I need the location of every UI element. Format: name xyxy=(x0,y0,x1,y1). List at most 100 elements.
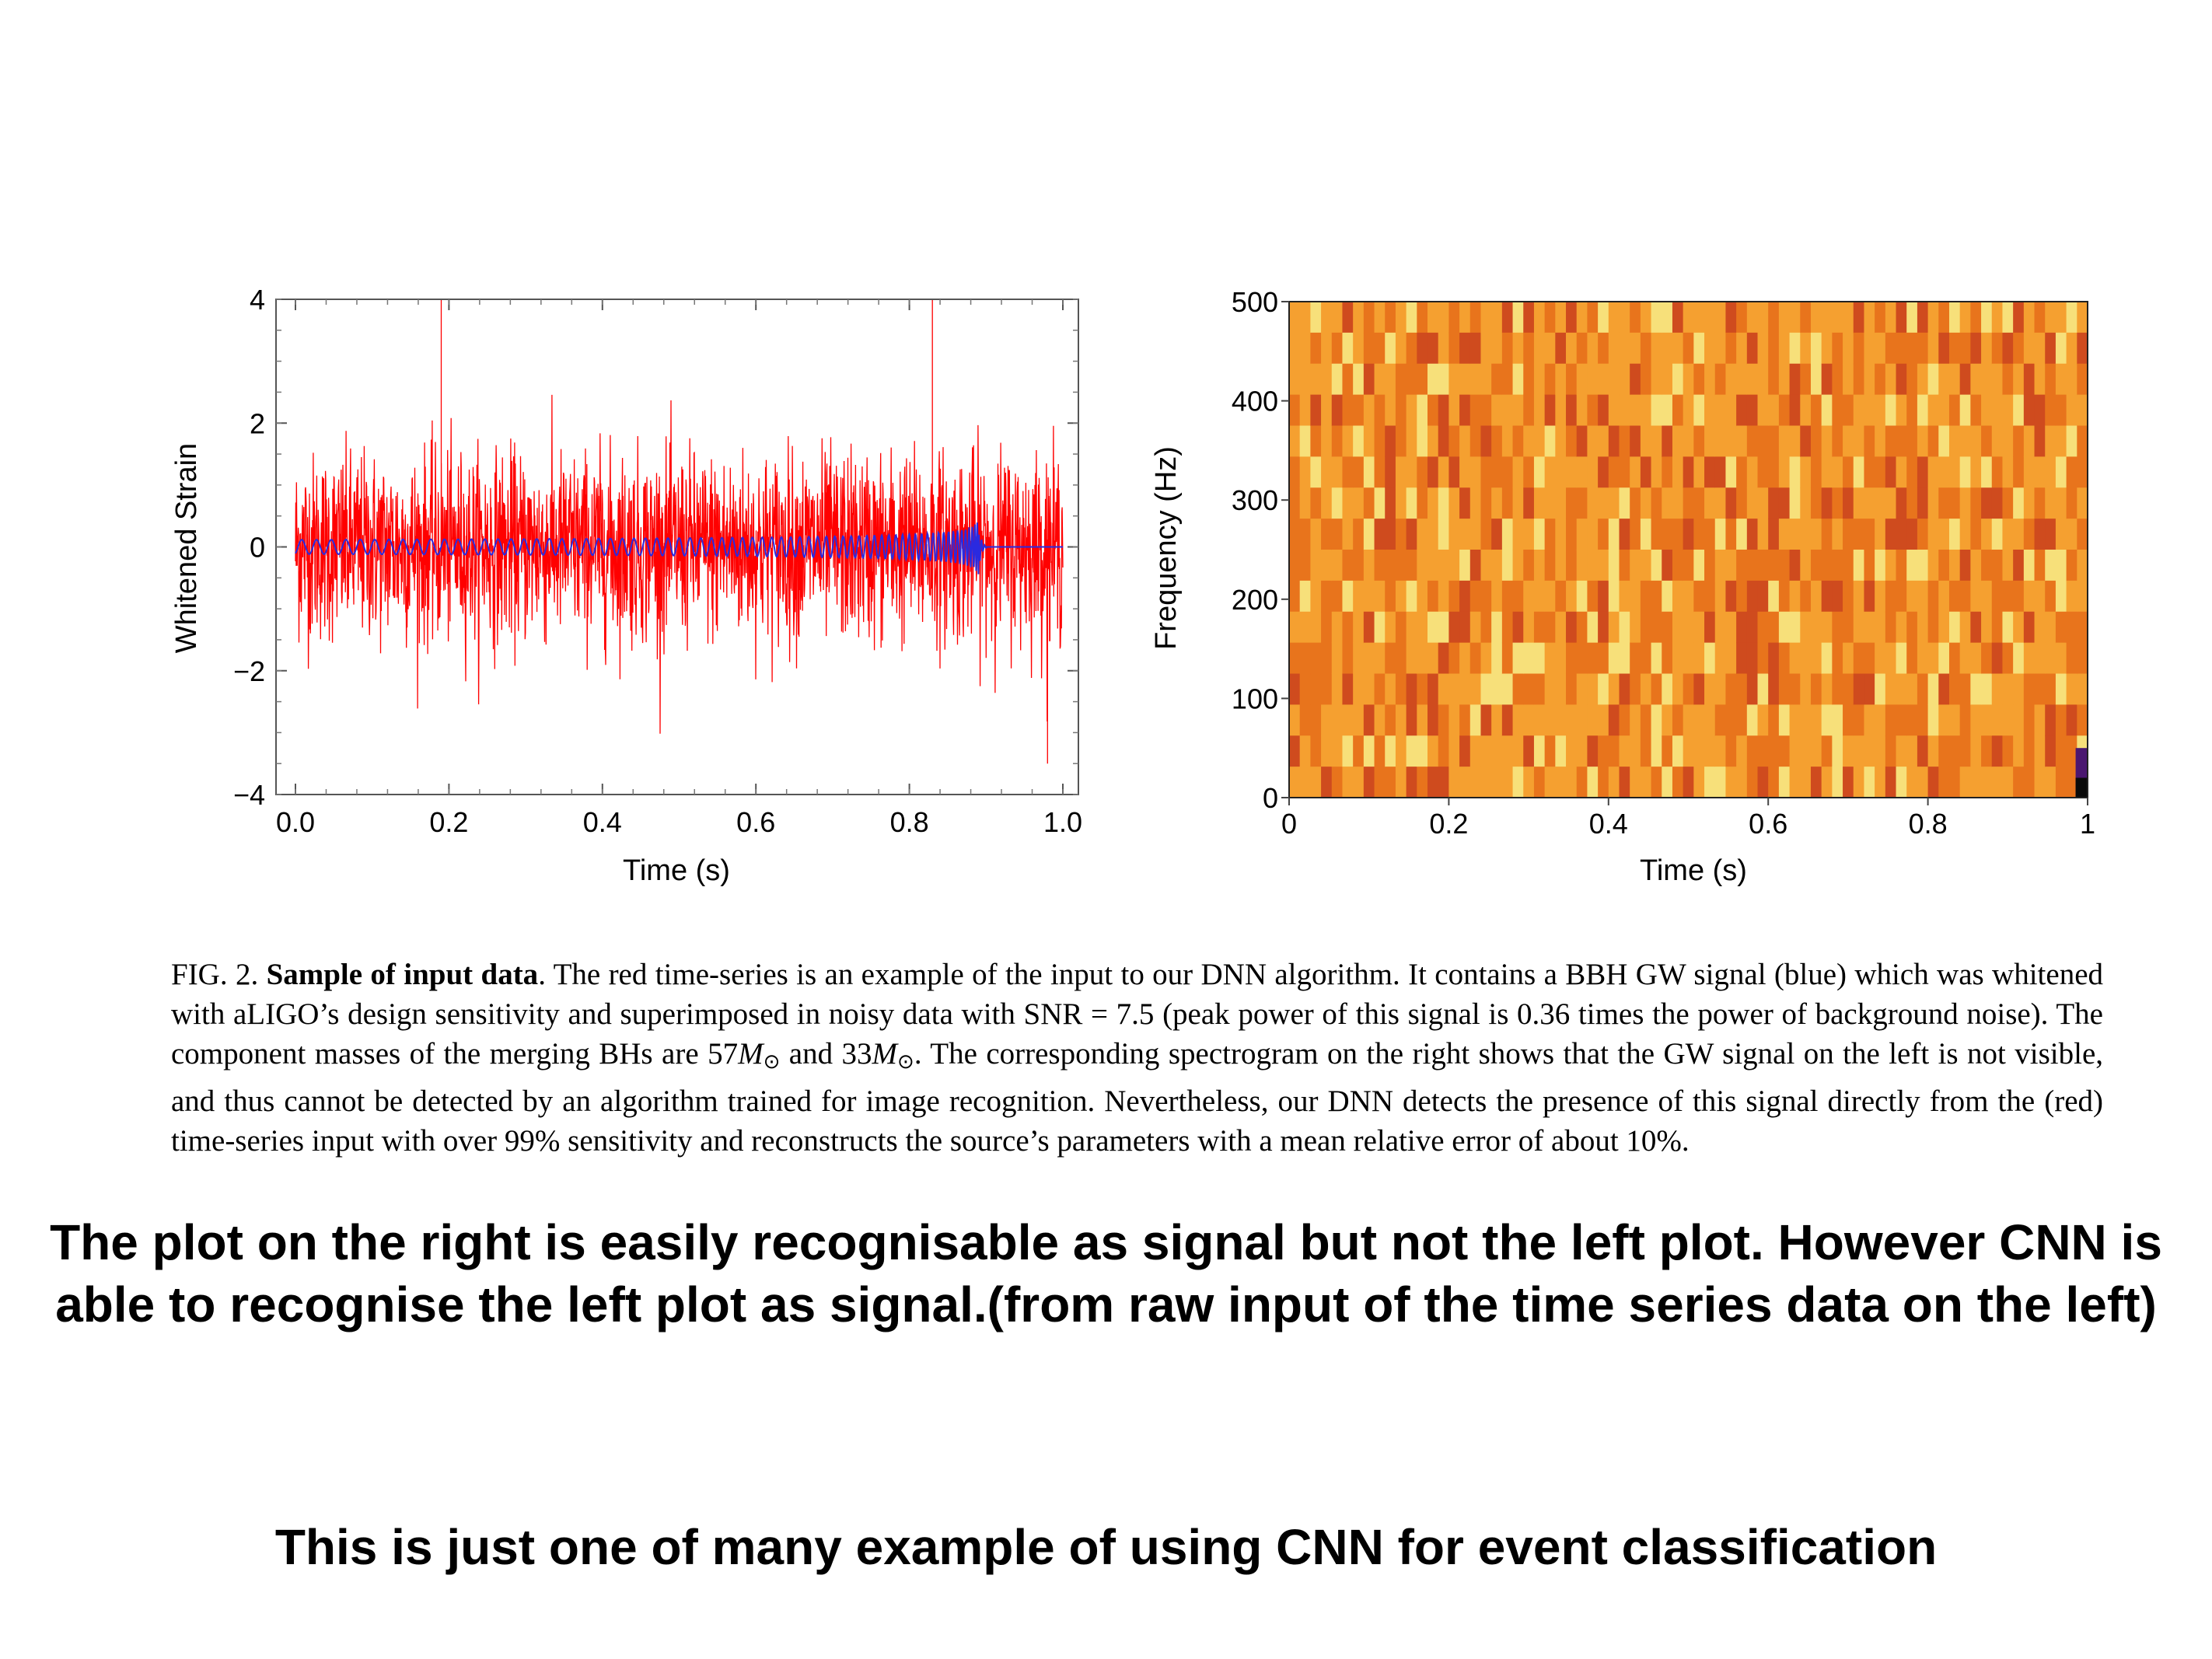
spectrogram-cell xyxy=(1619,704,1630,735)
spectrogram-cell xyxy=(1693,333,1704,364)
spectrogram-cell xyxy=(2045,643,2056,674)
spectrogram-cell xyxy=(1672,519,1683,550)
spectrogram-cell xyxy=(2077,550,2088,581)
spectrogram-cell xyxy=(1491,426,1502,457)
spectrogram-cell xyxy=(1790,735,1801,767)
spectrogram-cell xyxy=(1768,519,1779,550)
spectrogram-cell xyxy=(1480,302,1491,333)
spectrogram-cell xyxy=(1375,612,1386,643)
spectrogram-cell xyxy=(1864,704,1875,735)
spectrogram-cell xyxy=(2035,456,2046,487)
spectrogram-cell xyxy=(1949,643,1960,674)
spectrogram-cell xyxy=(1310,395,1321,426)
spectrogram-cell xyxy=(2056,364,2067,395)
spectrogram-cell xyxy=(1768,767,1779,798)
spectrogram-cell xyxy=(1843,302,1854,333)
spectrogram-cell xyxy=(1534,767,1545,798)
spectrogram-cell xyxy=(1693,519,1704,550)
spectrogram-cell xyxy=(1672,302,1683,333)
spectrogram-cell xyxy=(1864,302,1875,333)
spectrogram-cell xyxy=(2024,767,2035,798)
spectrogram-cell xyxy=(1598,550,1609,581)
spectrogram-cell xyxy=(1992,487,2003,519)
spectrogram-cell xyxy=(1513,519,1524,550)
spectrogram-cell xyxy=(1683,426,1694,457)
spectrogram-cell xyxy=(1875,487,1885,519)
spectrogram-cell xyxy=(2045,735,2056,767)
spectrogram-cell xyxy=(1545,767,1556,798)
spectrogram-cell xyxy=(1938,735,1949,767)
spectrogram-cell xyxy=(1545,487,1556,519)
spectrogram-cell xyxy=(1970,704,1981,735)
spectrogram-cell xyxy=(1555,487,1566,519)
spectrogram-cell xyxy=(1970,333,1981,364)
spectrogram-cell xyxy=(1662,612,1672,643)
spectrogram-cell xyxy=(1502,735,1513,767)
spectrogram-cell xyxy=(1577,395,1588,426)
spectrogram-cell xyxy=(1938,364,1949,395)
spectrogram-cell xyxy=(1970,302,1981,333)
spectrogram-cell xyxy=(1725,643,1736,674)
spectrogram-cell xyxy=(1523,487,1534,519)
spectrogram-cell xyxy=(1375,519,1386,550)
spectrogram-cell xyxy=(1385,519,1396,550)
spectrogram-cell xyxy=(1523,302,1534,333)
spectrogram-cell xyxy=(1981,735,1992,767)
spectrogram-cell xyxy=(1885,487,1896,519)
spectrogram-cell xyxy=(1619,333,1630,364)
spectrogram-cell xyxy=(1438,395,1449,426)
spectrogram-cell xyxy=(1822,550,1833,581)
spectrogram-cell xyxy=(2013,519,2024,550)
spectrogram-cell xyxy=(1662,302,1672,333)
spectrogram-cell xyxy=(1342,426,1353,457)
spectrogram-cell xyxy=(2067,612,2077,643)
spectrogram-cell xyxy=(1800,735,1811,767)
spectrogram-cell xyxy=(1768,426,1779,457)
spectrogram-cell xyxy=(1310,487,1321,519)
spectrogram-cell xyxy=(1407,735,1417,767)
spectrogram-cell xyxy=(1768,581,1779,612)
spectrogram-cell xyxy=(1619,364,1630,395)
spectrogram-cell xyxy=(1854,643,1864,674)
spectrogram-cell xyxy=(1609,302,1620,333)
spectrogram-cell xyxy=(1396,456,1407,487)
spectrogram-cell xyxy=(1375,426,1386,457)
spectrogram-cell xyxy=(1353,519,1364,550)
spectrogram-cell xyxy=(1513,364,1524,395)
spectrogram-cell xyxy=(1491,364,1502,395)
spectrogram-cell xyxy=(1491,550,1502,581)
spectrogram-cell xyxy=(1577,456,1588,487)
spectrogram-cell xyxy=(1832,735,1843,767)
spectrogram-cell xyxy=(1342,674,1353,705)
spectrogram-cell xyxy=(1555,456,1566,487)
spectrogram-cell xyxy=(1342,519,1353,550)
spectrogram-cell xyxy=(1619,767,1630,798)
figure-caption: FIG. 2. Sample of input data. The red ti… xyxy=(171,955,2103,1161)
spectrogram-cell xyxy=(2077,674,2088,705)
spectrogram-cell xyxy=(1587,735,1598,767)
spectrogram-cell xyxy=(1800,674,1811,705)
spectrogram-cell xyxy=(1417,364,1427,395)
spectrogram-cell xyxy=(1438,364,1449,395)
spectrogram-cell xyxy=(1587,426,1598,457)
spectrogram-cell xyxy=(1917,302,1928,333)
spectrogram-cell xyxy=(1534,674,1545,705)
spectrogram-cell xyxy=(1672,735,1683,767)
spectrogram-cell xyxy=(2056,674,2067,705)
spectrogram-cell xyxy=(1587,519,1598,550)
spectrogram-cell xyxy=(1896,612,1907,643)
spectrogram-cell xyxy=(1960,395,1971,426)
spectrogram-cell xyxy=(1704,735,1715,767)
spectrogram-cell xyxy=(1704,704,1715,735)
spectrogram-cell xyxy=(1736,426,1747,457)
spectrogram-cell xyxy=(1864,612,1875,643)
spectrogram-cell xyxy=(1375,302,1386,333)
spectrogram-cell xyxy=(1800,767,1811,798)
spectrogram-cell xyxy=(1555,395,1566,426)
spectrogram-cell xyxy=(1875,426,1885,457)
spectrogram-cell xyxy=(1407,364,1417,395)
spectrogram-cell xyxy=(1598,364,1609,395)
spectrogram-cell xyxy=(1619,612,1630,643)
spectrogram-cell xyxy=(1864,519,1875,550)
spectrogram-cell xyxy=(1364,643,1375,674)
